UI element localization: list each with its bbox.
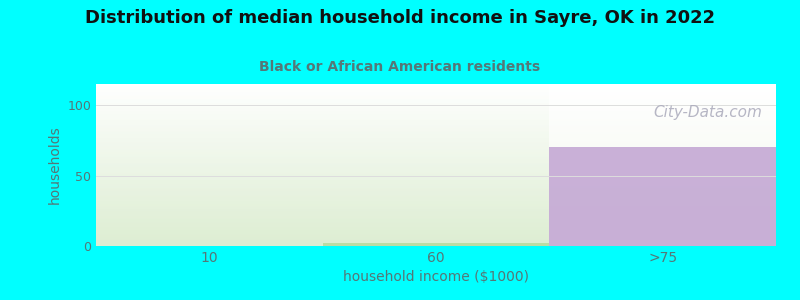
X-axis label: household income ($1000): household income ($1000) (343, 270, 529, 284)
Y-axis label: households: households (48, 126, 62, 204)
Text: Black or African American residents: Black or African American residents (259, 60, 541, 74)
Text: Distribution of median household income in Sayre, OK in 2022: Distribution of median household income … (85, 9, 715, 27)
Text: City-Data.com: City-Data.com (654, 105, 762, 120)
